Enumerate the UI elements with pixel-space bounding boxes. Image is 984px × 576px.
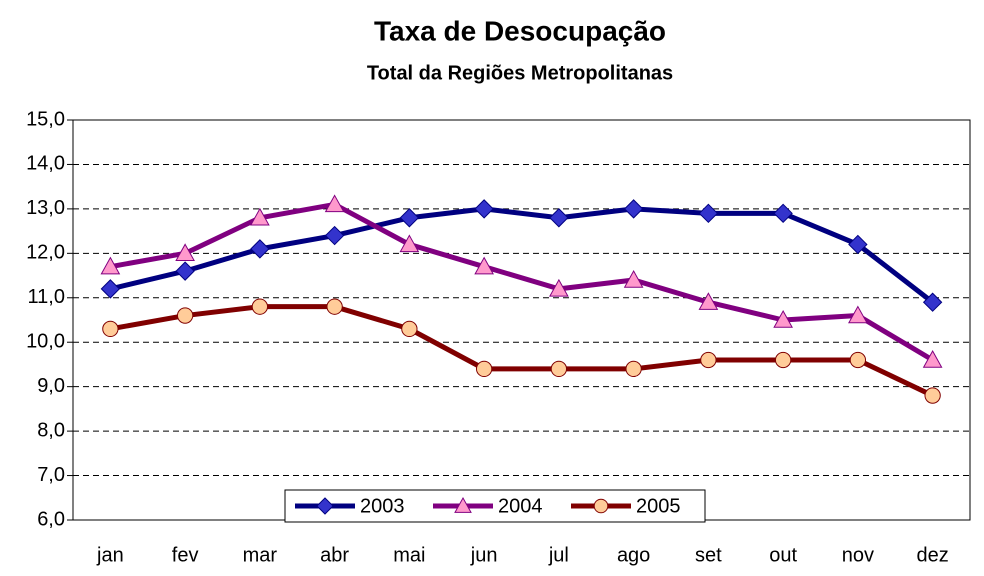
x-tick-label: mai	[393, 544, 425, 566]
marker	[326, 298, 343, 315]
y-tick-label: 13,0	[26, 197, 65, 219]
chart-title: Taxa de Desocupação	[374, 15, 666, 46]
marker	[700, 351, 717, 369]
x-tick-label: ago	[617, 544, 650, 566]
legend-label: 2004	[498, 495, 543, 517]
marker	[401, 320, 418, 338]
marker	[593, 498, 609, 514]
marker	[324, 194, 345, 213]
series-line	[109, 206, 935, 305]
marker	[773, 203, 793, 224]
y-tick-label: 7,0	[37, 464, 65, 486]
y-tick-label: 9,0	[37, 375, 65, 397]
x-tick-label: jan	[96, 544, 124, 566]
x-tick-label: jun	[470, 544, 498, 566]
marker	[922, 349, 943, 368]
y-tick-label: 12,0	[26, 242, 65, 264]
plot-frame	[72, 119, 971, 521]
x-tick-label: mar	[243, 544, 278, 566]
marker	[625, 360, 642, 378]
marker	[251, 298, 269, 315]
marker	[848, 234, 868, 255]
legend-label: 2003	[360, 495, 405, 517]
marker	[399, 234, 420, 253]
x-tick-label: abr	[320, 544, 349, 566]
marker	[623, 199, 644, 219]
x-tick-label: nov	[842, 544, 874, 566]
marker	[175, 261, 195, 281]
x-tick-label: set	[695, 544, 722, 566]
marker	[250, 207, 270, 226]
x-tick-label: out	[769, 544, 797, 566]
marker	[623, 269, 644, 288]
marker	[399, 208, 420, 228]
series-line	[109, 201, 934, 363]
x-tick-label: jul	[548, 544, 569, 566]
marker	[176, 307, 194, 324]
marker	[474, 256, 494, 275]
marker	[849, 351, 867, 369]
y-tick-label: 8,0	[37, 419, 65, 441]
marker	[324, 225, 345, 246]
chart-subtitle: Total da Regiões Metropolitanas	[367, 62, 673, 84]
marker	[698, 292, 719, 310]
marker	[474, 199, 494, 219]
y-tick-label: 11,0	[28, 286, 65, 308]
marker	[549, 208, 569, 228]
marker	[316, 497, 334, 515]
marker	[550, 360, 568, 378]
x-tick-label: fev	[172, 544, 199, 566]
marker	[698, 203, 719, 224]
marker	[924, 387, 941, 404]
y-tick-label: 6,0	[37, 508, 65, 530]
y-tick-label: 15,0	[26, 108, 65, 130]
y-tick-label: 14,0	[26, 153, 65, 175]
marker	[100, 279, 121, 299]
marker	[250, 239, 270, 259]
marker	[102, 320, 119, 338]
legend-label: 2005	[636, 495, 681, 517]
marker	[549, 278, 569, 297]
marker	[454, 496, 472, 513]
marker	[848, 305, 868, 324]
x-tick-label: dez	[917, 544, 949, 566]
marker	[774, 351, 792, 369]
marker	[773, 309, 793, 328]
series-line	[109, 304, 934, 398]
y-tick-label: 10,0	[26, 331, 65, 353]
marker	[100, 256, 121, 275]
marker	[175, 243, 195, 262]
marker	[475, 360, 493, 378]
marker	[922, 292, 943, 312]
